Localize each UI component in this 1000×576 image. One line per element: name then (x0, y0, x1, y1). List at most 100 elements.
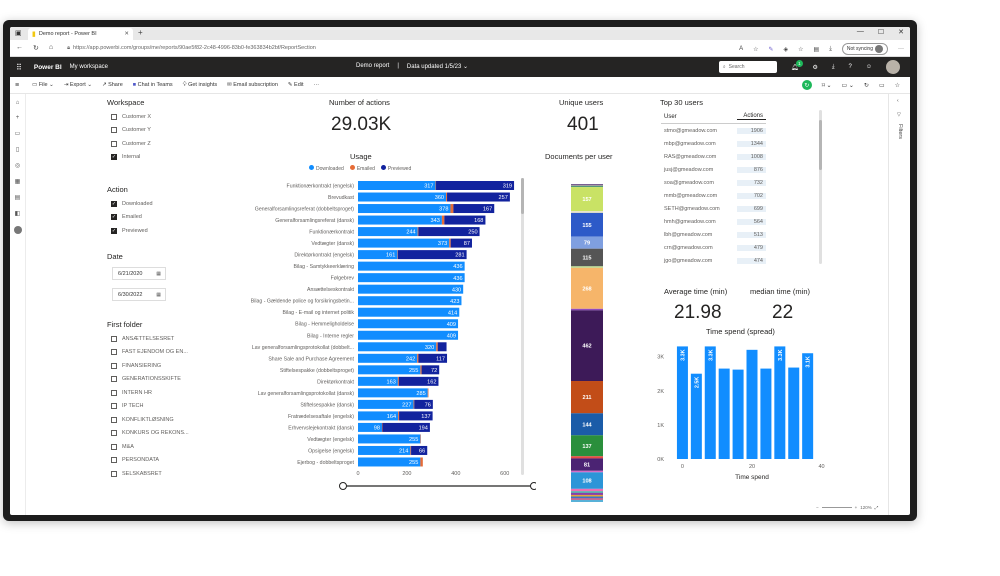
user-avatar[interactable] (886, 60, 900, 74)
collections-icon[interactable]: ▤ (813, 46, 820, 53)
folder-item[interactable]: KONKURS OG REKONS... (111, 427, 189, 441)
workspaces-nav-icon[interactable]: ◧ (14, 211, 21, 217)
tab-actions-icon[interactable]: ▣ (15, 30, 22, 37)
table-row[interactable]: mbp@gmeadow.com 1344 (661, 137, 766, 150)
share-button[interactable]: ↗ Share (101, 81, 123, 88)
extensions-icon[interactable]: ◈ (783, 46, 789, 53)
app-name[interactable]: Power BI (33, 63, 62, 71)
home-icon[interactable]: ⌂ (48, 44, 54, 51)
workspace-item[interactable]: Customer Y (111, 124, 151, 138)
learn-nav-icon[interactable]: ▤ (14, 195, 21, 201)
action-item[interactable]: ✓ Downloaded (111, 197, 153, 211)
checkbox[interactable] (111, 140, 117, 147)
workspace-breadcrumb[interactable]: My workspace (69, 64, 109, 70)
browser-tab[interactable]: ▮ Demo report - Power BI ✕ (28, 28, 133, 40)
folder-item[interactable]: FAST EJENDOM OG EN... (111, 346, 189, 360)
folder-item[interactable]: GENERATIONSSKIFTE (111, 373, 189, 387)
refresh-icon[interactable]: ↻ (33, 45, 39, 52)
table-row[interactable]: RAS@gmeadow.com 1008 (661, 150, 766, 163)
folder-item[interactable]: ANSÆTTELSESRET (111, 332, 189, 346)
filters-pane[interactable]: ‹ ▽ Filters (888, 94, 910, 515)
action-item[interactable]: ✓ Emailed (111, 211, 153, 225)
checkbox[interactable] (111, 470, 117, 477)
goals-nav-icon[interactable]: ◎ (14, 163, 21, 169)
download-icon[interactable]: ⤓ (829, 45, 832, 52)
table-row[interactable]: hmh@gmeadow.com 564 (661, 215, 766, 228)
workspace-item[interactable]: Customer X (111, 110, 151, 124)
url-field[interactable]: 🔒︎ https://app.powerbi.com/groups/me/rep… (67, 45, 316, 52)
browse-nav-icon[interactable]: ▭ (14, 131, 21, 137)
checkbox[interactable] (111, 430, 117, 437)
calendar-icon[interactable]: ▦ (156, 270, 161, 277)
folder-item[interactable]: INTERN HR (111, 386, 189, 400)
docs-per-user-chart[interactable]: 157 155 79 115 268 462 211 144 137 81 108 (571, 184, 606, 504)
checkbox[interactable] (111, 335, 117, 342)
table-row[interactable]: jusj@gmeadow.com 876 (661, 163, 766, 176)
more-options-button[interactable]: ··· (313, 81, 320, 88)
end-date-input[interactable]: 6/30/2022 ▦ (112, 288, 166, 301)
usage-scrollbar[interactable] (521, 178, 524, 475)
view-icon[interactable]: ▭ ⌄ (841, 82, 854, 89)
time-spread-chart[interactable]: 0K 1K 2K 3K 3.3K 2.5K 3.3K 3.3K 3.1K 0 20 40 Time sp… (646, 339, 836, 499)
favorite-report-icon[interactable]: ☆ (894, 82, 900, 89)
table-row[interactable]: soa@gmeadow.com 732 (661, 176, 766, 189)
checkbox[interactable] (111, 389, 117, 396)
column-header-user[interactable]: User (664, 113, 677, 120)
checkbox[interactable] (111, 376, 117, 383)
email-subscription-button[interactable]: ✉ Email subscription (227, 81, 278, 88)
chat-in-teams-button[interactable]: ■ Chat in Teams (132, 81, 173, 88)
my-workspace-nav-icon[interactable] (13, 226, 22, 234)
table-scrollbar[interactable] (819, 110, 822, 264)
top-users-table[interactable]: User Actions stmo@gmeadow.com 1906 mbp@gmead… (661, 110, 766, 267)
edit-button[interactable]: ✎ Edit (287, 81, 304, 88)
folder-item[interactable]: PERSONDATA (111, 454, 189, 468)
pen-icon[interactable]: ✎ (768, 46, 774, 53)
checkbox[interactable]: ✓ (111, 227, 117, 234)
more-icon[interactable]: ··· (898, 46, 904, 52)
start-date-input[interactable]: 6/21/2020 ▦ (112, 267, 166, 280)
checkbox[interactable] (111, 403, 117, 410)
zoom-control[interactable]: − +120% ⤢ (816, 505, 879, 510)
checkbox[interactable]: ✓ (111, 214, 117, 221)
folder-item[interactable]: M&A (111, 440, 189, 454)
checkbox[interactable] (111, 416, 117, 423)
checkbox[interactable] (111, 443, 117, 450)
settings-icon[interactable]: ⚙ (812, 64, 818, 71)
close-window-icon[interactable]: ✕ (898, 29, 904, 36)
new-tab-icon[interactable]: + (138, 28, 143, 37)
table-row[interactable]: SETH@gmeadow.com 699 (661, 202, 766, 215)
app-launcher-icon[interactable]: ⠿ (16, 62, 22, 72)
sync-button[interactable]: Not syncing (841, 43, 888, 55)
checkbox[interactable] (111, 113, 117, 120)
folder-item[interactable]: IP TECH (111, 400, 189, 414)
maximize-icon[interactable]: ☐ (877, 29, 885, 36)
create-nav-icon[interactable]: + (15, 115, 20, 121)
expand-filters-icon[interactable]: ‹ (897, 98, 899, 104)
table-row[interactable]: stmo@gmeadow.com 1906 (661, 124, 766, 137)
checkbox[interactable] (111, 362, 117, 369)
action-item[interactable]: ✓ Previewed (111, 224, 153, 238)
bookmark-icon[interactable]: ⌑ ⌄ (821, 82, 832, 89)
checkbox[interactable]: ✓ (111, 154, 117, 161)
folder-item[interactable]: FINANSIERING (111, 359, 189, 373)
table-row[interactable]: crn@gmeadow.com 479 (661, 241, 766, 254)
favorites-icon[interactable]: ☆ (798, 46, 804, 53)
apps-nav-icon[interactable]: ▦ (14, 179, 21, 185)
refresh-report-icon[interactable]: ↻ (863, 82, 869, 89)
file-menu[interactable]: ▭ File ⌄ (32, 81, 54, 88)
feedback-icon[interactable]: ☺ (865, 64, 872, 70)
table-row[interactable]: lbh@gmeadow.com 513 (661, 228, 766, 241)
checkbox[interactable] (111, 127, 117, 134)
favorite-icon[interactable]: ☆ (753, 46, 759, 53)
datahub-nav-icon[interactable]: ▯ (15, 147, 20, 153)
folder-item[interactable]: KONFLIKTLØSNING (111, 413, 189, 427)
checkbox[interactable] (111, 349, 117, 356)
column-header-actions[interactable]: Actions (737, 113, 766, 120)
folder-item[interactable]: SELSKABSRET (111, 467, 189, 481)
table-row[interactable]: mmb@gmeadow.com 702 (661, 189, 766, 202)
search-input[interactable]: ⌕ Search (718, 61, 777, 73)
checkbox[interactable]: ✓ (111, 200, 117, 207)
hamburger-icon[interactable]: ≡ (15, 81, 20, 89)
back-icon[interactable]: ← (16, 44, 23, 51)
workspace-item[interactable]: Customer Z (111, 137, 151, 151)
